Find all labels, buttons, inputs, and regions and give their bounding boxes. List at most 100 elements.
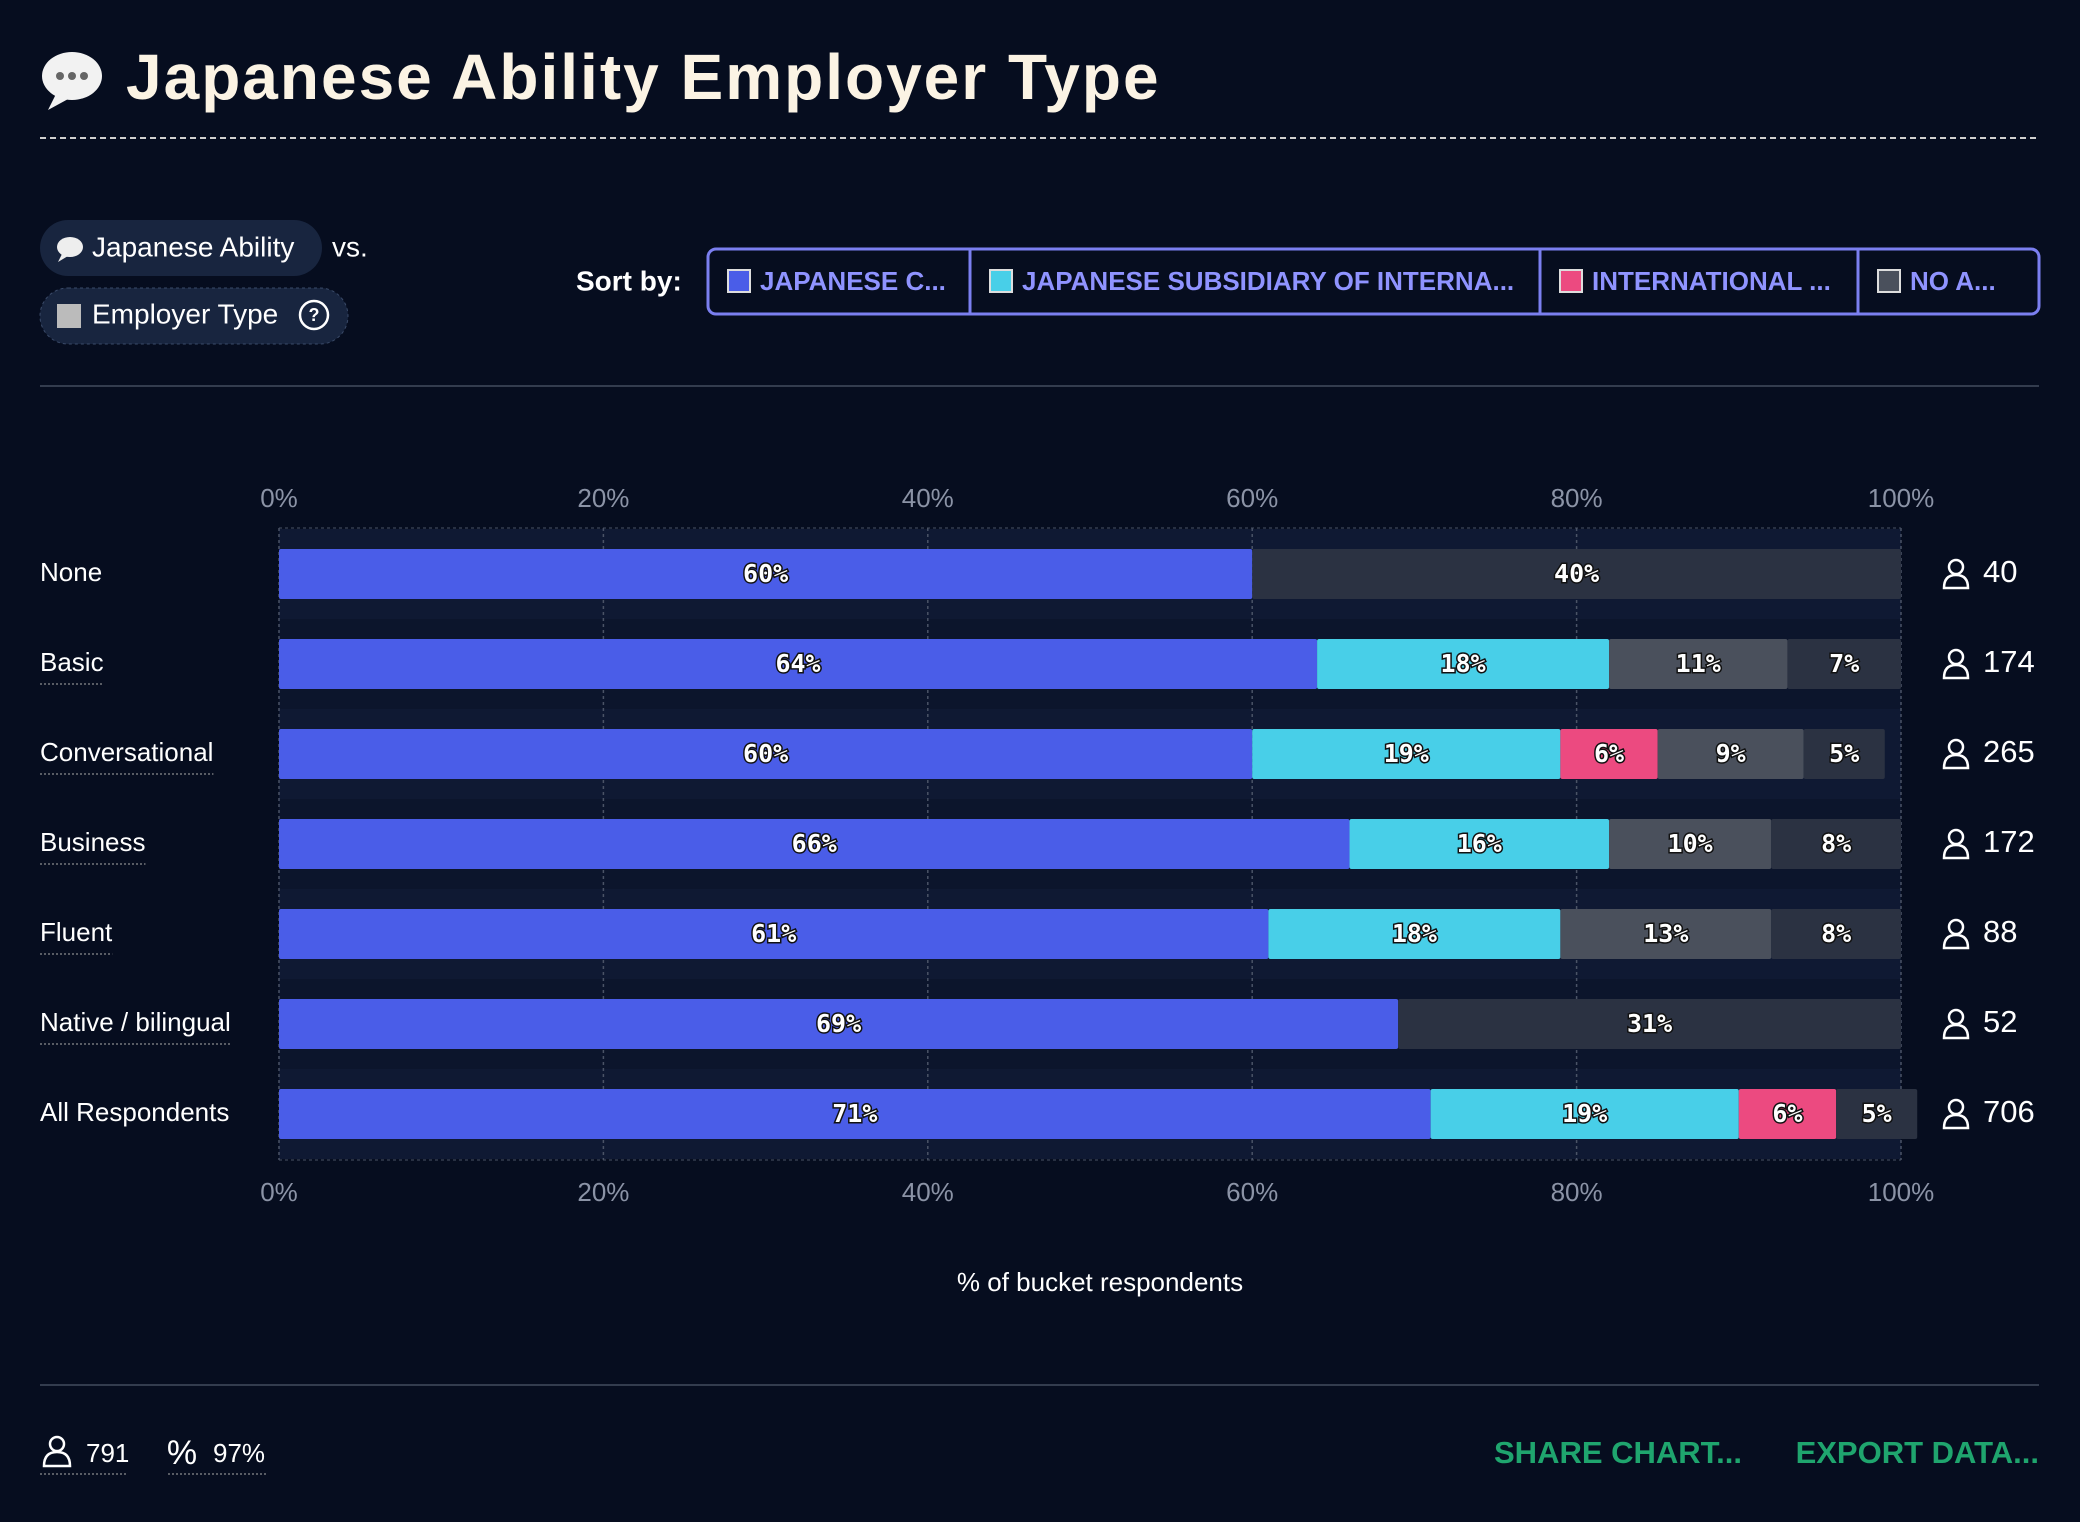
value-label: 8% xyxy=(1821,919,1851,948)
respondents-icon xyxy=(1942,828,1970,860)
row-count: 172 xyxy=(1983,824,2035,859)
chip-icon xyxy=(57,237,83,262)
respondents-icon xyxy=(1942,738,1970,770)
bar-segment xyxy=(1252,729,1561,779)
bar-segment xyxy=(279,729,1253,779)
x-tick-label: 60% xyxy=(1226,1177,1278,1207)
legend-swatch xyxy=(989,269,1013,293)
icon-body xyxy=(1942,843,1970,860)
value-label: 18% xyxy=(1392,919,1437,948)
x-tick-label: 60% xyxy=(1226,483,1278,513)
respondents-icon xyxy=(1942,648,1970,680)
x-tick-label: 20% xyxy=(577,483,629,513)
bar-segment xyxy=(1657,729,1804,779)
value-label: 61% xyxy=(751,919,796,948)
percent-icon: % xyxy=(167,1434,197,1472)
x-tick-label: 0% xyxy=(260,483,298,513)
sort-buttons: JAPANESE C... JAPANESE SUBSIDIARY OF INTE… xyxy=(706,247,2041,316)
bar-segment xyxy=(1738,1089,1837,1139)
row-label: Fluent xyxy=(40,917,113,947)
bar-segment xyxy=(1317,639,1610,689)
x-tick-label: 80% xyxy=(1551,1177,1603,1207)
sort-frame xyxy=(706,247,2041,316)
legend-label: NO A... xyxy=(1910,266,1996,296)
row-field-chip[interactable] xyxy=(40,220,322,276)
x-tick-label: 40% xyxy=(902,1177,954,1207)
row-count: 265 xyxy=(1983,734,2035,769)
chip-icon xyxy=(57,304,81,328)
row-label: All Respondents xyxy=(40,1097,229,1127)
bar-segment xyxy=(1803,729,1885,779)
bar-segment xyxy=(1268,909,1561,959)
footer-percent: 97% xyxy=(213,1438,265,1468)
row-label: None xyxy=(40,557,102,587)
value-label: 9% xyxy=(1716,739,1746,768)
bar-segment xyxy=(1430,1089,1739,1139)
row-count: 40 xyxy=(1983,554,2017,589)
chart-title: Japanese Ability Employer Type xyxy=(126,41,1161,113)
x-tick-label: 100% xyxy=(1868,1177,1935,1207)
respondents-icon xyxy=(1942,558,1970,590)
footer-respondents: 791 xyxy=(86,1438,129,1468)
row-label: Native / bilingual xyxy=(40,1007,231,1037)
legend-swatch xyxy=(1877,269,1901,293)
value-label: 8% xyxy=(1821,829,1851,858)
value-label: 18% xyxy=(1440,649,1485,678)
icon-body xyxy=(1942,933,1970,950)
value-label: 19% xyxy=(1384,739,1429,768)
respondents-icon xyxy=(42,1435,72,1468)
value-label: 16% xyxy=(1457,829,1502,858)
legend-swatch xyxy=(727,269,751,293)
sort-label: Sort by: xyxy=(576,265,682,296)
icon-body xyxy=(1942,573,1970,590)
bar-segment xyxy=(279,819,1350,869)
value-label: 64% xyxy=(775,649,820,678)
x-axis-label: % of bucket respondents xyxy=(957,1267,1243,1297)
value-label: 5% xyxy=(1862,1099,1892,1128)
legend-swatch xyxy=(1559,269,1583,293)
value-label: 31% xyxy=(1627,1009,1672,1038)
icon-body xyxy=(1942,1023,1970,1040)
bar-segment xyxy=(1787,639,1901,689)
bar-segment xyxy=(1771,909,1901,959)
respondents-icon xyxy=(1942,1008,1970,1040)
value-label: 5% xyxy=(1829,739,1859,768)
legend-label: INTERNATIONAL ... xyxy=(1592,266,1831,296)
help-icon-mark: ? xyxy=(309,305,320,325)
value-label: 10% xyxy=(1668,829,1713,858)
title-icon xyxy=(42,52,102,110)
row-label: Business xyxy=(40,827,146,857)
bar-segment xyxy=(1836,1089,1918,1139)
x-tick-label: 40% xyxy=(902,483,954,513)
row-count: 174 xyxy=(1983,644,2035,679)
value-label: 11% xyxy=(1676,649,1721,678)
row-label: Conversational xyxy=(40,737,213,767)
value-label: 40% xyxy=(1554,559,1599,588)
bar-segment xyxy=(1771,819,1901,869)
bar-segment xyxy=(1609,639,1788,689)
value-label: 69% xyxy=(816,1009,861,1038)
value-label: 13% xyxy=(1643,919,1688,948)
plot: 0% 0% 20% 20% 40% 40% 60% 60% 80% 80% 100% 100% None… xyxy=(40,483,2035,1207)
row-count: 52 xyxy=(1983,1004,2017,1039)
bar-segment xyxy=(279,909,1269,959)
x-tick-label: 100% xyxy=(1868,483,1935,513)
bar-segment xyxy=(279,549,1253,599)
bar-segment xyxy=(1349,819,1610,869)
value-label: 6% xyxy=(1594,739,1624,768)
share-button[interactable]: SHARE CHART... xyxy=(1494,1435,1742,1470)
bar-segment xyxy=(279,999,1399,1049)
row-field: Japanese Ability xyxy=(92,231,294,262)
row-count: 88 xyxy=(1983,914,2017,949)
help-icon[interactable] xyxy=(298,299,330,331)
legend-label: JAPANESE C... xyxy=(760,266,946,296)
export-button[interactable]: EXPORT DATA... xyxy=(1796,1435,2039,1470)
value-label: 71% xyxy=(832,1099,877,1128)
value-label: 7% xyxy=(1829,649,1859,678)
value-label: 6% xyxy=(1772,1099,1802,1128)
bar-segment xyxy=(279,1089,1431,1139)
column-field-chip[interactable] xyxy=(39,287,349,345)
respondents-icon xyxy=(1942,1098,1970,1130)
value-label: 66% xyxy=(792,829,837,858)
